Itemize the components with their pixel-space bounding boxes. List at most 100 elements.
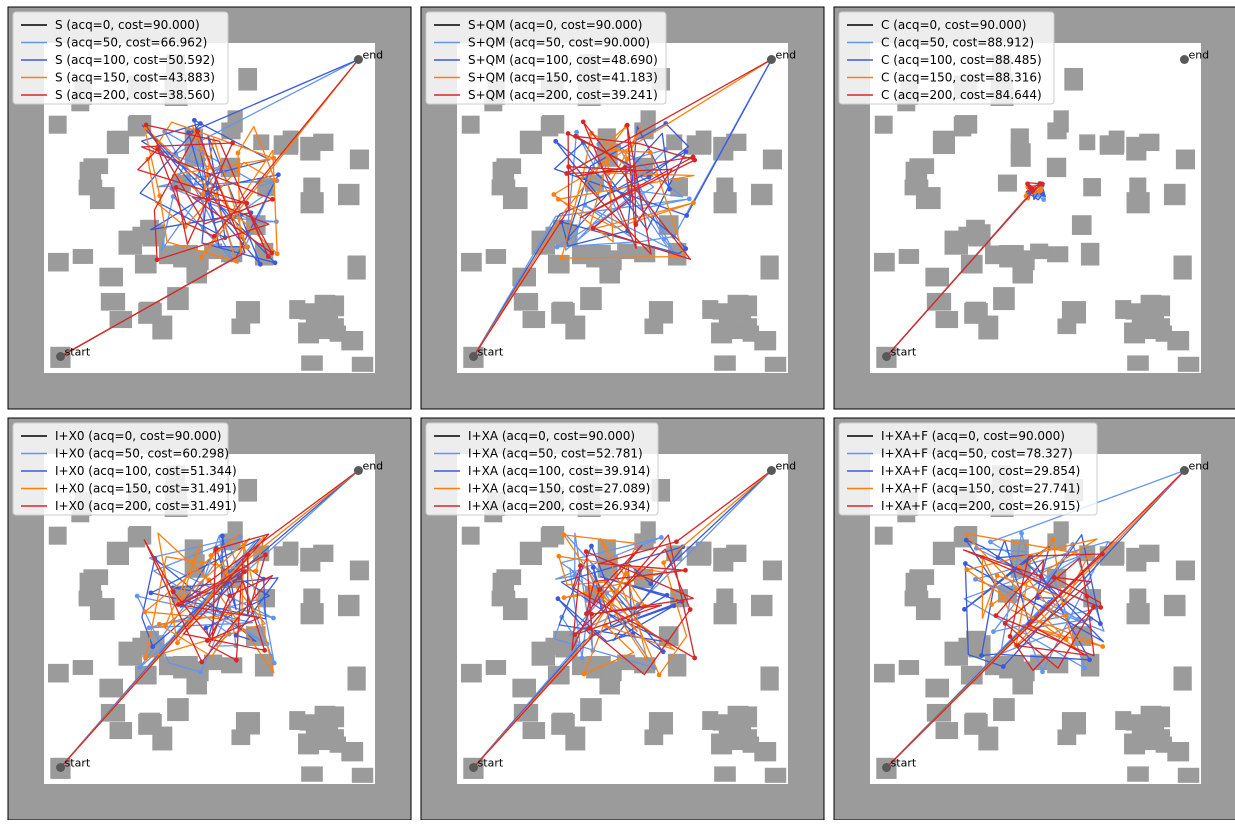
waypoint [242,569,247,575]
obstacle [1061,301,1087,324]
waypoint [191,117,197,123]
waypoint [994,573,1000,579]
waypoint [265,254,271,259]
legend-entry: I+XA+F (acq=50, cost=78.327) [881,447,1073,461]
obstacle [764,356,787,372]
obstacle [351,767,374,783]
obstacle [89,187,115,210]
waypoint [244,244,250,250]
waypoint [253,568,259,574]
start-marker [469,352,479,361]
waypoint [633,222,639,227]
waypoint [143,122,149,128]
waypoint [692,655,698,661]
waypoint [597,587,603,592]
obstacle [1167,741,1190,762]
obstacle [644,729,664,746]
obstacle [329,736,347,753]
legend-entry: I+XA+F (acq=100, cost=29.854) [881,464,1080,478]
waypoint [993,613,999,619]
series-line-acq-150 [471,58,772,359]
end-marker [1179,466,1189,475]
waypoint [661,236,667,242]
obstacle [519,130,543,155]
obstacle [966,219,985,245]
obstacle [138,302,162,324]
obstacle [1173,255,1192,280]
obstacle [984,245,1010,265]
obstacle [553,630,572,656]
legend-box [12,422,229,516]
obstacle [617,243,636,260]
obstacle [1079,134,1096,151]
obstacle [89,598,115,621]
obstacle [742,325,760,342]
obstacle [140,219,159,245]
waypoint [150,644,156,649]
waypoint [1084,593,1090,599]
waypoint [624,571,630,576]
obstacle [460,663,482,683]
start-label: start [65,346,91,359]
waypoint [1029,186,1035,192]
waypoint [156,621,162,627]
obstacle [347,255,366,280]
obstacle [873,252,895,272]
legend-entry: I+X0 (acq=50, cost=60.298) [55,447,229,461]
waypoint [690,154,696,160]
legend-entry: S+QM (acq=100, cost=48.690) [468,53,658,67]
obstacle [686,135,711,155]
legend-entry: S (acq=50, cost=66.962) [55,36,207,50]
waypoint [170,194,176,199]
waypoint [1082,665,1088,671]
panel-1: start end S (acq=0, cost=90.000) S (acq=50,… [7,6,412,410]
legend-entry: C (acq=0, cost=90.000) [881,18,1026,32]
obstacle [1064,67,1084,91]
trajectory-path [473,469,772,768]
obstacle [1010,143,1031,167]
obstacle [764,767,787,783]
obstacle [460,252,482,272]
waypoint [1002,620,1008,626]
obstacle [235,301,261,324]
waypoint [646,174,652,180]
obstacle [485,660,507,675]
waypoint [667,186,672,192]
waypoint [561,595,567,601]
obstacle [909,569,935,586]
obstacle [351,356,374,372]
obstacle [580,287,602,311]
obstacle [106,130,130,155]
end-label: end [1188,460,1209,473]
obstacle [874,115,893,134]
legend: I+X0 (acq=0, cost=90.000) I+X0 (acq=50, c… [12,422,237,516]
waypoint [973,576,978,582]
obstacle [106,541,130,566]
obstacle [964,302,988,324]
legend: C (acq=0, cost=90.000) C (acq=50, cost=88… [838,11,1055,105]
start-marker [882,352,892,361]
waypoint [137,665,143,670]
waypoint [1098,621,1103,627]
waypoint [578,563,583,569]
waypoint [991,629,996,635]
series-line-acq-150 [58,469,359,770]
obstacle [648,712,674,735]
obstacle [301,766,323,782]
legend-entry: C (acq=100, cost=88.485) [881,53,1042,67]
obstacle [299,714,322,731]
waypoint [173,185,179,190]
obstacle [960,254,983,274]
obstacle [158,656,184,676]
waypoint [586,625,592,631]
obstacle [551,713,575,735]
obstacle [926,292,952,311]
waypoint [257,261,263,267]
end-marker [766,466,776,475]
waypoint [272,260,278,266]
waypoint [1062,613,1068,618]
obstacle [873,663,895,683]
panel-3: start end C (acq=0, cost=90.000) C (acq=50,… [833,6,1235,410]
legend-entry: S+QM (acq=200, cost=39.241) [468,88,658,102]
